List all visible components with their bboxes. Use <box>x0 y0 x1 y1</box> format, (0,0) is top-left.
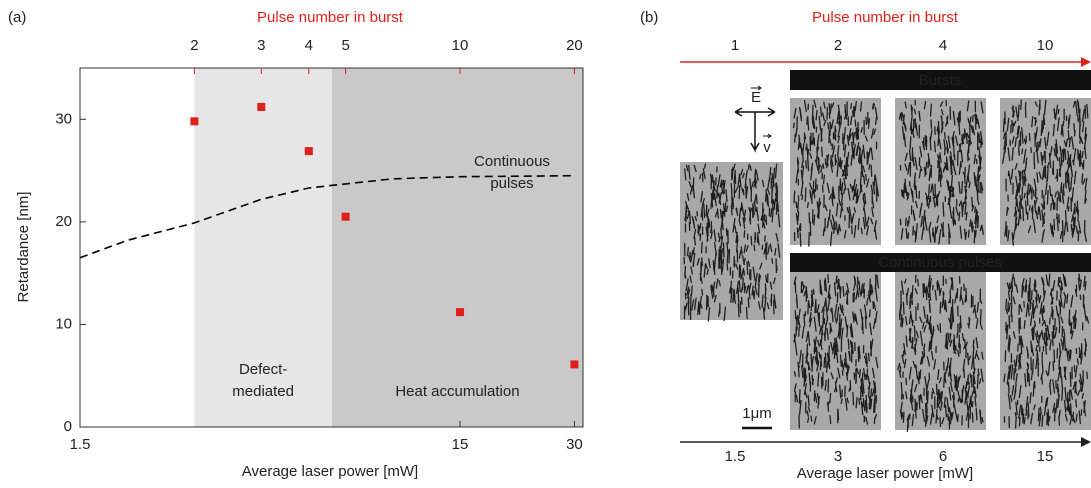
region-label: Heat accumulation <box>395 383 519 400</box>
field-label: E <box>751 89 761 106</box>
plot-frame <box>79 67 584 428</box>
data-point <box>570 360 579 369</box>
region-label: mediated <box>232 383 294 400</box>
micrograph-texture <box>898 99 984 245</box>
data-point <box>257 102 266 111</box>
annotation: pulses <box>490 175 533 192</box>
x2-tick-label: 4 <box>305 37 313 54</box>
velocity-arrow <box>750 112 760 153</box>
data-point <box>190 117 199 126</box>
annotation: Continuous <box>474 153 550 170</box>
data-point <box>304 147 313 156</box>
bottom-axis-arrow <box>1081 437 1091 447</box>
panel-label: (a) <box>8 9 26 26</box>
x2-tick-label: 5 <box>341 37 349 54</box>
micrograph-texture <box>897 274 984 432</box>
row-header-bar <box>790 70 1091 90</box>
micrograph-texture <box>683 163 781 322</box>
b-bottom-axis-title: Average laser power [mW] <box>797 465 973 482</box>
y-tick-label: 30 <box>55 110 72 127</box>
vector-hat <box>751 85 772 139</box>
scale-bar-label: 1μm <box>742 405 771 422</box>
b-bottom-tick: 1.5 <box>725 448 746 465</box>
micrograph-texture <box>1002 99 1089 246</box>
x-tick-label: 15 <box>452 436 469 453</box>
top-axis-arrow <box>1081 57 1091 67</box>
y-tick-label: 20 <box>55 213 72 230</box>
x-tick-label: 30 <box>566 436 583 453</box>
region-label: Defect- <box>239 361 287 378</box>
data-point <box>456 308 465 317</box>
b-bottom-tick: 3 <box>834 448 842 465</box>
y-tick-label: 0 <box>64 418 72 435</box>
x-tick-label: 1.5 <box>70 436 91 453</box>
b-bottom-tick: 15 <box>1037 448 1054 465</box>
y-axis-title: Retardance [nm] <box>15 192 32 303</box>
micrograph-texture <box>1003 273 1090 429</box>
y-tick-label: 10 <box>55 315 72 332</box>
panel-label: (b) <box>640 9 658 26</box>
line <box>79 174 575 259</box>
micrograph-texture <box>793 274 879 429</box>
x2-axis-title: Pulse number in burst <box>257 9 404 26</box>
x2-tick-label: 10 <box>452 37 469 54</box>
region <box>331 68 583 427</box>
data-point <box>341 212 350 221</box>
x2-tick-label: 20 <box>566 37 583 54</box>
b-top-tick: 4 <box>939 37 947 54</box>
row-header-bar <box>790 253 1091 272</box>
row-header: Continuous pulses <box>878 254 1001 271</box>
b-top-axis-title: Pulse number in burst <box>812 9 959 26</box>
row-header: Bursts <box>919 72 962 89</box>
b-bottom-tick: 6 <box>939 448 947 465</box>
b-top-tick: 1 <box>731 37 739 54</box>
region <box>194 68 332 427</box>
b-top-tick: 2 <box>834 37 842 54</box>
velocity-label: v <box>763 139 771 156</box>
x2-tick-label: 2 <box>190 37 198 54</box>
x2-tick-label: 3 <box>257 37 265 54</box>
micrograph-texture <box>792 99 880 247</box>
x-axis-title: Average laser power [mW] <box>242 463 418 480</box>
b-top-tick: 10 <box>1037 37 1054 54</box>
